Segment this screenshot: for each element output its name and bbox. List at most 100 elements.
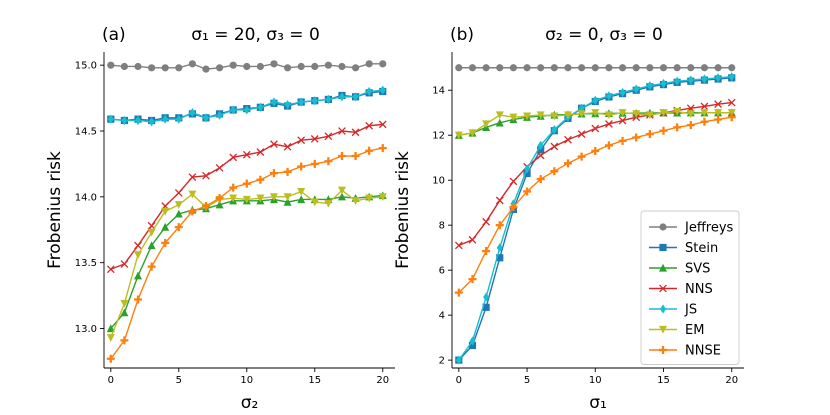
data-point-svs	[161, 222, 170, 231]
data-point-jeffreys	[482, 64, 490, 72]
legend-label: Stein	[685, 241, 718, 256]
data-point-js	[715, 73, 722, 83]
data-point-jeffreys	[147, 64, 156, 72]
data-point-nns	[700, 102, 709, 111]
data-point-js	[284, 100, 291, 110]
data-point-nns	[106, 265, 115, 274]
data-point-nns	[202, 171, 210, 180]
data-point-em	[188, 190, 197, 199]
legend-label: NNSE	[685, 344, 721, 359]
data-point-nnse	[454, 288, 463, 297]
data-point-nns	[727, 98, 736, 107]
series-nnse	[454, 113, 736, 297]
legend: Jeffreys Stein SVS NNS JS EM NNSE	[640, 210, 740, 365]
data-point-em	[714, 109, 723, 117]
plot-area	[454, 64, 736, 365]
data-point-js	[674, 76, 681, 86]
x-tick-label: 5	[524, 375, 530, 386]
data-point-em	[324, 199, 333, 208]
legend-marker-nnse	[659, 346, 667, 354]
data-point-em	[645, 111, 654, 120]
data-point-nnse	[495, 221, 504, 230]
y-tick-label: 13.0	[75, 324, 97, 335]
y-tick-label: 15.0	[75, 61, 97, 72]
data-point-jeffreys	[728, 64, 736, 72]
data-point-js	[455, 355, 462, 365]
data-point-svs	[215, 200, 224, 209]
data-point-svs	[147, 241, 156, 250]
data-point-nnse	[161, 238, 170, 247]
data-point-nns	[468, 235, 477, 244]
data-point-svs	[297, 195, 306, 204]
data-point-nnse	[201, 202, 210, 211]
data-point-em	[161, 207, 170, 216]
data-point-svs	[106, 324, 115, 333]
data-point-em	[727, 109, 736, 117]
data-point-nns	[378, 120, 387, 129]
data-point-em	[256, 194, 265, 203]
data-point-nnse	[242, 179, 251, 188]
data-point-js	[619, 87, 626, 98]
y-axis-label: Frobenius risk	[393, 151, 413, 269]
data-point-nns	[134, 241, 142, 250]
y-tick-label: 13.5	[75, 258, 97, 269]
data-point-jeffreys	[107, 61, 115, 69]
data-point-em	[174, 201, 183, 209]
data-point-nnse	[591, 146, 600, 155]
data-point-jeffreys	[324, 61, 332, 69]
data-point-js	[121, 115, 128, 126]
data-point-em	[337, 186, 346, 195]
data-point-js	[216, 110, 223, 120]
data-point-em	[310, 198, 319, 207]
legend-marker-em	[659, 325, 667, 334]
series-js	[455, 72, 735, 365]
data-point-em	[632, 110, 641, 119]
data-point-em	[659, 109, 668, 117]
data-point-nns	[482, 217, 490, 226]
data-point-nnse	[256, 175, 265, 184]
data-point-js	[687, 75, 694, 85]
data-point-nns	[242, 150, 251, 159]
data-point-js	[270, 97, 277, 107]
data-point-jeffreys	[175, 64, 183, 72]
y-tick-label: 6	[439, 266, 445, 277]
data-point-em	[673, 108, 682, 116]
data-point-nnse	[337, 152, 346, 161]
legend-label: Jeffreys	[684, 221, 734, 236]
data-point-jeffreys	[243, 62, 251, 71]
data-point-nns	[509, 177, 518, 186]
panel-b: 0 5 10 15 20 2 4 6 8 10 12 14 σ₁ Frobenius risk (b) σ₂ …	[393, 25, 744, 413]
legend-label: NNS	[685, 282, 713, 297]
data-point-js	[257, 102, 264, 112]
data-point-nnse	[482, 247, 491, 256]
panel-letter: (a)	[102, 25, 126, 45]
data-point-nns	[324, 132, 333, 141]
data-point-jeffreys	[270, 60, 278, 68]
series-js	[107, 85, 386, 127]
x-tick-label: 0	[456, 375, 462, 386]
data-point-em	[351, 197, 360, 205]
data-point-nns	[188, 173, 197, 181]
data-point-nnse	[727, 113, 736, 122]
data-point-js	[230, 105, 237, 115]
data-point-jeffreys	[202, 65, 210, 73]
series-svs	[106, 191, 387, 333]
legend-item-js: JS	[649, 303, 697, 318]
data-point-em	[106, 334, 115, 342]
data-point-nns	[454, 241, 463, 250]
data-point-em	[283, 193, 292, 202]
data-point-em	[550, 112, 559, 121]
data-point-em	[120, 299, 129, 308]
data-point-nnse	[269, 169, 278, 178]
data-point-js	[311, 96, 318, 106]
data-point-em	[468, 129, 477, 138]
data-point-nnse	[563, 159, 572, 168]
data-point-em	[229, 194, 238, 203]
x-tick-label: 10	[240, 375, 253, 386]
data-point-jeffreys	[646, 64, 654, 72]
data-point-nnse	[509, 203, 518, 212]
data-point-nns	[256, 148, 265, 156]
data-point-nnse	[686, 121, 695, 130]
data-point-nns	[310, 135, 319, 143]
